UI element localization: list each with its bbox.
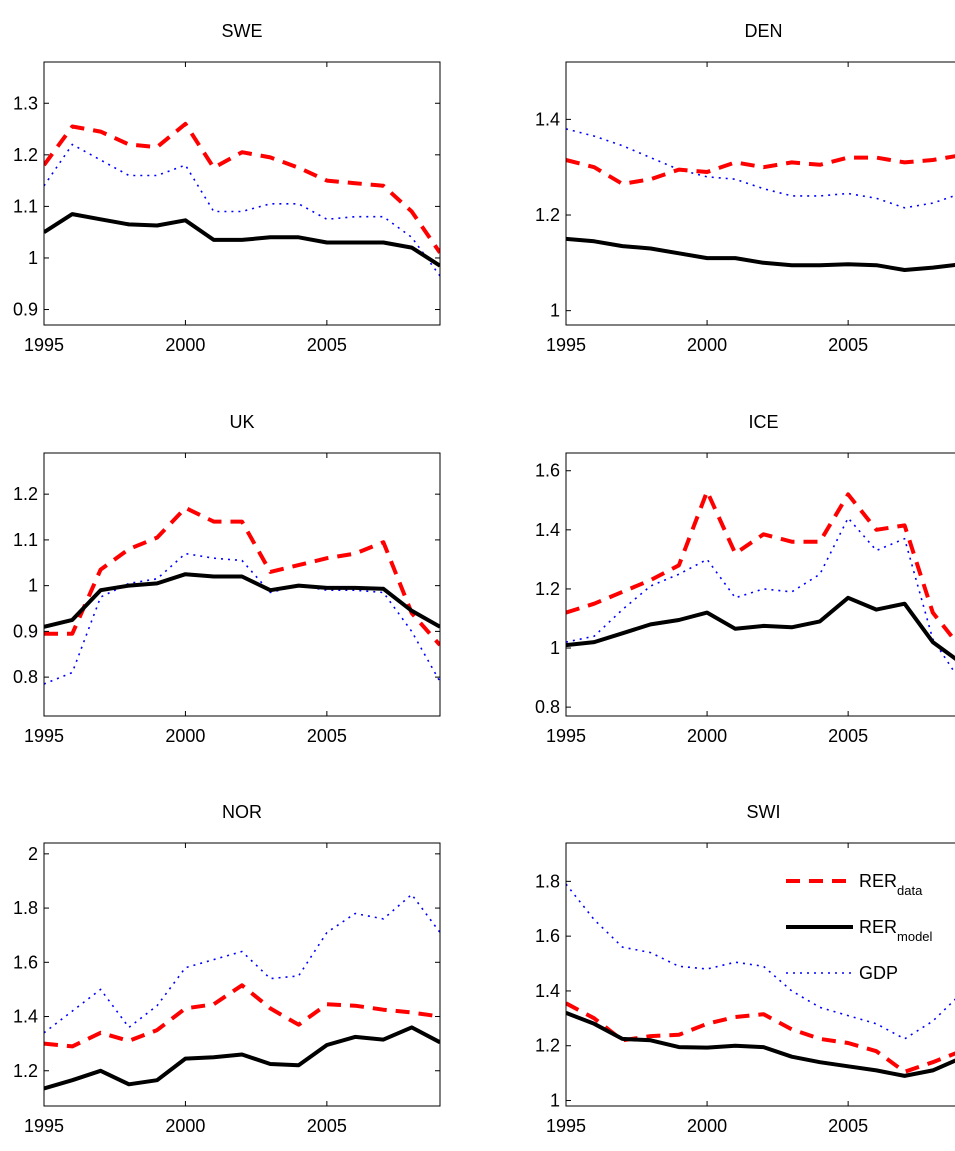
series-group (566, 489, 955, 675)
panel-title: SWE (221, 21, 262, 41)
series-line-gdp (566, 517, 955, 675)
series-line-model (44, 212, 440, 268)
y-tick-label: 1.2 (535, 205, 560, 225)
x-tick-label: 2000 (687, 726, 727, 746)
y-tick-label: 1 (550, 638, 560, 658)
axes-box (43, 452, 441, 717)
panel-den: DEN 1995 2000 2005 1 1.2 1.4 (535, 21, 955, 355)
y-tick-label: 1.2 (13, 484, 38, 504)
y-tick-label: 1.2 (13, 1061, 38, 1081)
x-tick-label: 1995 (24, 335, 64, 355)
series-line-gdp (44, 143, 440, 277)
x-tick-label: 2005 (828, 1116, 868, 1136)
y-tick-label: 1.1 (13, 530, 38, 550)
x-tick-label: 1995 (546, 726, 586, 746)
y-tick-label: 1.2 (535, 579, 560, 599)
panel-nor: NOR 1995 2000 2005 1.2 1.4 1.6 1.8 2 (13, 802, 441, 1136)
y-tick-label: 1 (28, 248, 38, 268)
axes-box (43, 61, 441, 326)
y-tick-label: 0.8 (13, 667, 38, 687)
y-tick-label: 0.8 (535, 697, 560, 717)
x-tick-label: 1995 (24, 1116, 64, 1136)
x-tick-label: 1995 (546, 1116, 586, 1136)
panel-swe: SWE 1995 2000 2005 0.9 1 1.1 1.2 1.3 (13, 21, 441, 355)
x-tick-label: 2000 (165, 726, 205, 746)
x-tick-label: 2005 (307, 1116, 347, 1136)
y-tick-label: 1 (550, 1091, 560, 1111)
x-tick-label: 2000 (687, 335, 727, 355)
y-tick-label: 1.2 (13, 145, 38, 165)
legend-label-data: RERdata (859, 871, 923, 898)
x-tick-label: 2000 (687, 1116, 727, 1136)
panel-title: NOR (222, 802, 262, 822)
y-tick-label: 1.6 (535, 926, 560, 946)
y-tick-label: 1.6 (13, 952, 38, 972)
panel-title: ICE (748, 412, 778, 432)
panel-uk: UK 1995 2000 2005 0.8 0.9 1 1.1 1.2 (13, 412, 441, 746)
panel-title: UK (229, 412, 254, 432)
x-tick-label: 2005 (307, 335, 347, 355)
y-tick-label: 1.4 (535, 981, 560, 1001)
y-tick-label: 1.2 (535, 1036, 560, 1056)
x-tick-label: 2000 (165, 335, 205, 355)
y-tick-label: 2 (28, 844, 38, 864)
series-group (44, 893, 440, 1091)
y-tick-label: 1.4 (535, 520, 560, 540)
legend-label-gdp: GDP (859, 963, 898, 983)
x-tick-label: 2005 (828, 335, 868, 355)
y-tick-label: 1.4 (13, 1007, 38, 1027)
y-tick-label: 0.9 (13, 621, 38, 641)
x-tick-label: 1995 (546, 335, 586, 355)
series-group (44, 121, 440, 277)
x-tick-label: 2005 (307, 726, 347, 746)
y-tick-label: 0.9 (13, 300, 38, 320)
y-tick-label: 1.1 (13, 196, 38, 216)
x-tick-label: 1995 (24, 726, 64, 746)
series-line-gdp (566, 128, 955, 209)
x-tick-label: 2000 (165, 1116, 205, 1136)
panel-ice: ICE 1995 2000 2005 0.8 1 1.2 1.4 1.6 (535, 412, 955, 746)
y-tick-label: 1 (550, 301, 560, 321)
series-line-model (566, 236, 955, 272)
legend-label-model: RERmodel (859, 917, 933, 944)
series-line-model (44, 572, 440, 629)
panel-title: SWI (747, 802, 781, 822)
series-line-model (566, 595, 955, 661)
series-line-data (44, 505, 440, 647)
series-line-model (566, 1011, 955, 1078)
series-group (566, 128, 955, 272)
series-group (566, 883, 955, 1078)
series-line-data (566, 489, 955, 644)
y-tick-label: 1.8 (535, 871, 560, 891)
axes-box (565, 452, 955, 717)
y-tick-label: 1.3 (13, 93, 38, 113)
x-tick-label: 2005 (828, 726, 868, 746)
series-line-gdp (44, 893, 440, 1034)
axes-box (565, 842, 955, 1107)
y-tick-label: 1.6 (535, 461, 560, 481)
y-tick-label: 1.4 (535, 109, 560, 129)
legend: RERdata RERmodel GDP (786, 871, 933, 983)
axes-box (565, 61, 955, 326)
y-tick-label: 1.8 (13, 898, 38, 918)
panel-title: DEN (744, 21, 782, 41)
axes-box (43, 842, 441, 1107)
series-group (44, 505, 440, 685)
series-line-model (44, 1025, 440, 1091)
y-tick-label: 1 (28, 576, 38, 596)
series-line-gdp (44, 552, 440, 685)
series-line-data (566, 154, 955, 186)
series-line-data (44, 121, 440, 254)
panel-swi: SWI 1995 2000 2005 1 1.2 1.4 1.6 1.8 (535, 802, 955, 1136)
series-line-data (44, 983, 440, 1049)
